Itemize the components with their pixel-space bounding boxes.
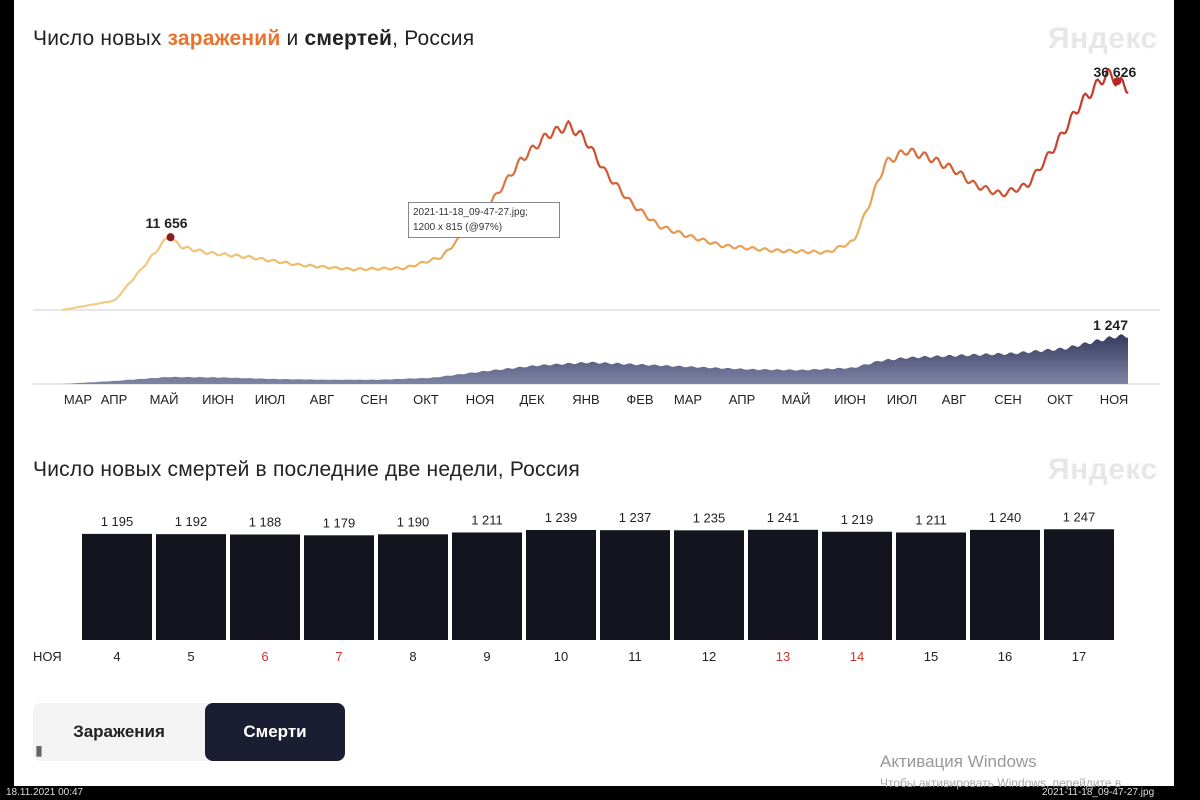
tooltip-line-2: 1200 x 815 (@97%)	[413, 222, 503, 233]
tooltip-line-1: 2021-11-18_09-47-27.jpg;	[413, 207, 528, 218]
month-label: АПР	[101, 392, 128, 407]
month-label: ИЮН	[202, 392, 234, 407]
tab-infections[interactable]: Заражения	[73, 722, 165, 741]
month-label: ФЕВ	[626, 392, 653, 407]
chart2-title: Число новых смертей в последние две неде…	[33, 458, 580, 481]
last-infection-label: 36 626	[1093, 64, 1136, 80]
month-label: СЕН	[994, 392, 1021, 407]
last-deaths-label: 1 247	[1093, 317, 1128, 333]
month-label: МАЙ	[782, 392, 811, 407]
month-label: МАР	[64, 392, 92, 407]
bookmark-icon[interactable]: ▮	[35, 742, 43, 758]
image-info-tooltip: 2021-11-18_09-47-27.jpg; 1200 x 815 (@97…	[408, 202, 560, 238]
infections-deaths-chart: 11 656 36 626 1 247 МАР АПР МАЙ ИЮН ИЮЛ АВГ СЕН ОК…	[33, 64, 1160, 407]
month-label: ИЮЛ	[887, 392, 917, 407]
month-label: НОЯ	[466, 392, 495, 407]
tab-deaths[interactable]: Смерти	[205, 703, 345, 761]
status-timestamp: 18.11.2021 00:47	[6, 787, 84, 798]
peak-label-1: 11 656	[146, 215, 188, 231]
month-label: АПР	[729, 392, 756, 407]
month-label: СЕН	[360, 392, 387, 407]
deaths-area	[62, 334, 1128, 384]
yandex-logo-bottom: Яндекс	[1048, 453, 1158, 486]
month-label: ДЕК	[519, 392, 544, 407]
content-frame	[14, 0, 1174, 786]
windows-activation-subtext: Чтобы активировать Windows, перейдите в	[880, 776, 1122, 790]
status-filename: 2021-11-18_09-47-27.jpg	[1042, 787, 1155, 798]
month-label: ОКТ	[413, 392, 439, 407]
windows-activation-text: Активация Windows	[880, 752, 1037, 771]
yandex-logo-top: Яндекс	[1048, 22, 1158, 55]
chart1-title: Число новых заражений и смертей, Россия	[33, 27, 475, 50]
month-label: ИЮЛ	[255, 392, 285, 407]
month-label: АВГ	[942, 392, 966, 407]
peak-marker-1	[166, 233, 175, 242]
month-label: АВГ	[310, 392, 334, 407]
last-infection-marker	[1113, 77, 1122, 86]
month-label: ИЮН	[834, 392, 866, 407]
month-label: ЯНВ	[572, 392, 599, 407]
month-label: ОКТ	[1047, 392, 1073, 407]
month-label: МАР	[674, 392, 702, 407]
infections-line	[61, 68, 1129, 312]
month-label: МАЙ	[150, 392, 179, 407]
chart-mode-tabs: Заражения Смерти	[33, 703, 345, 761]
month-label: НОЯ	[1100, 392, 1129, 407]
